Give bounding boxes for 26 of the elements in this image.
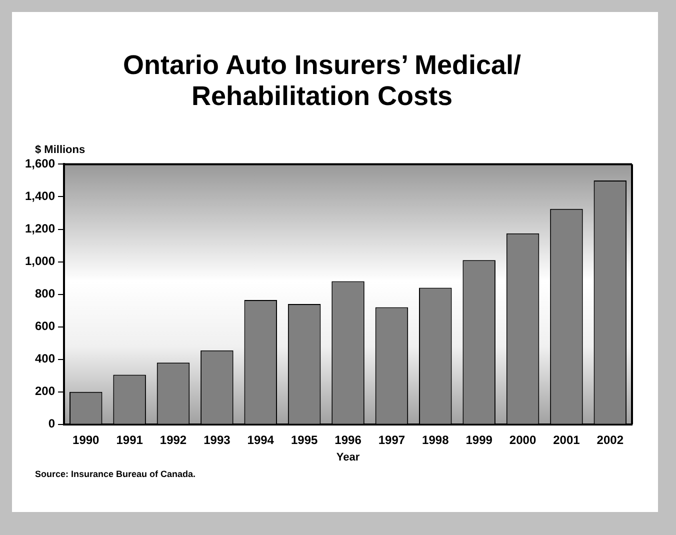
y-tick-label: 0 (48, 416, 56, 431)
y-tick-label: 800 (35, 286, 56, 301)
x-tick-label: 1997 (378, 432, 406, 447)
x-tick-label: 1993 (204, 432, 231, 447)
x-tick-label: 1994 (247, 432, 274, 447)
x-axis-title: Year (336, 451, 360, 464)
y-tick-label: 1,200 (25, 222, 56, 236)
y-tick-label: 600 (35, 319, 56, 334)
x-tick-label: 1996 (334, 432, 362, 447)
x-tick-label: 1990 (72, 432, 100, 447)
y-tick-label: 1,000 (25, 254, 56, 268)
y-tick-label: 400 (35, 352, 56, 366)
y-tick-label: 200 (35, 384, 56, 398)
x-tick-label: 1998 (422, 432, 450, 447)
x-tick-label: 1995 (290, 432, 318, 447)
x-tick-label: 1991 (116, 432, 144, 447)
x-tick-label: 1992 (160, 432, 187, 447)
source-note: Source: Insurance Bureau of Canada. (35, 469, 196, 479)
y-tick-label: 1,400 (25, 189, 56, 204)
x-tick-label: 2000 (509, 432, 536, 447)
x-tick-label: 2002 (596, 432, 624, 447)
x-tick-label: 1999 (466, 432, 493, 447)
chart-title: Ontario Auto Insurers’ Medical/ Rehabilitation Costs (122, 50, 522, 112)
y-axis-title: $ Millions (35, 144, 86, 156)
x-tick-label: 2001 (553, 432, 580, 447)
y-tick-label: 1,600 (25, 156, 56, 171)
